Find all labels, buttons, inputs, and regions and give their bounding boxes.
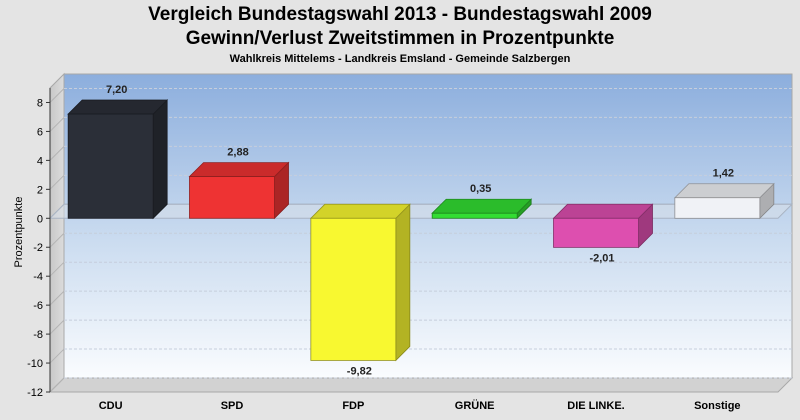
data-label: 1,42 bbox=[713, 168, 734, 180]
y-tick-label: 6 bbox=[37, 126, 43, 138]
gridline-side bbox=[49, 261, 65, 277]
x-tick-label: CDU bbox=[99, 400, 123, 412]
chart-subtitle: Wahlkreis Mittelems - Landkreis Emsland … bbox=[229, 53, 571, 65]
y-tick-label: -4 bbox=[33, 271, 43, 283]
gridline-side bbox=[49, 348, 65, 364]
y-tick-label: 2 bbox=[37, 184, 43, 196]
chart-title: Vergleich Bundestagswahl 2013 - Bundesta… bbox=[0, 3, 800, 51]
x-tick-label: SPD bbox=[221, 400, 244, 412]
bar-top bbox=[309, 203, 411, 219]
y-tick-label: 8 bbox=[37, 97, 43, 109]
bar bbox=[67, 113, 154, 219]
bar-top bbox=[673, 183, 775, 199]
data-label: 2,88 bbox=[227, 147, 248, 159]
bar bbox=[431, 212, 518, 219]
bar bbox=[674, 197, 761, 219]
bar-sonstige bbox=[673, 182, 775, 220]
bar-spd bbox=[188, 161, 290, 220]
gridline-side bbox=[49, 174, 65, 190]
data-label: 7,20 bbox=[106, 84, 127, 96]
x-tick-label: Sonstige bbox=[694, 400, 740, 412]
gridline-side bbox=[49, 88, 65, 103]
chart-title-line-1: Vergleich Bundestagswahl 2013 - Bundesta… bbox=[148, 4, 652, 25]
bar-fdp bbox=[309, 203, 411, 362]
x-tick-label: GRÜNE bbox=[455, 399, 495, 412]
y-tick-label: -2 bbox=[33, 242, 43, 254]
data-label: -9,82 bbox=[347, 365, 372, 377]
chart-title-line-2: Gewinn/Verlust Zweitstimmen in Prozentpu… bbox=[185, 28, 615, 49]
data-label: -2,01 bbox=[589, 252, 614, 264]
x-tick-label: DIE LINKE. bbox=[567, 400, 624, 412]
gridline-side bbox=[49, 146, 65, 161]
bar-die-linke- bbox=[552, 203, 654, 249]
y-tick-label: -10 bbox=[27, 358, 43, 370]
bar-top bbox=[431, 198, 533, 214]
x-tick-label: FDP bbox=[342, 400, 364, 412]
y-tick-label: 0 bbox=[37, 213, 43, 225]
plot-floor bbox=[48, 377, 794, 393]
gridline-side bbox=[49, 117, 65, 132]
plot-back-wall bbox=[63, 73, 793, 379]
data-label: 0,35 bbox=[470, 183, 491, 195]
bar-cdu bbox=[67, 99, 169, 220]
plot-side-wall bbox=[49, 72, 65, 394]
y-tick-label: -6 bbox=[33, 300, 43, 312]
y-axis-label: Prozentpunkte bbox=[13, 197, 25, 268]
gridline-side bbox=[49, 377, 65, 393]
bar-side bbox=[395, 203, 411, 362]
bar-top bbox=[188, 162, 290, 177]
bar bbox=[553, 217, 639, 248]
y-tick-label: -12 bbox=[27, 387, 43, 399]
y-tick-label: -8 bbox=[33, 329, 43, 341]
bar-top bbox=[67, 99, 169, 115]
gridline-side bbox=[49, 319, 65, 335]
gridline-side bbox=[49, 290, 65, 306]
bar-side bbox=[152, 99, 168, 220]
bar bbox=[189, 176, 275, 219]
bar bbox=[310, 217, 397, 361]
gridline-side bbox=[49, 232, 65, 248]
y-tick-label: 4 bbox=[37, 155, 43, 167]
bar-top bbox=[552, 203, 654, 219]
bar-gr-ne bbox=[431, 198, 533, 220]
